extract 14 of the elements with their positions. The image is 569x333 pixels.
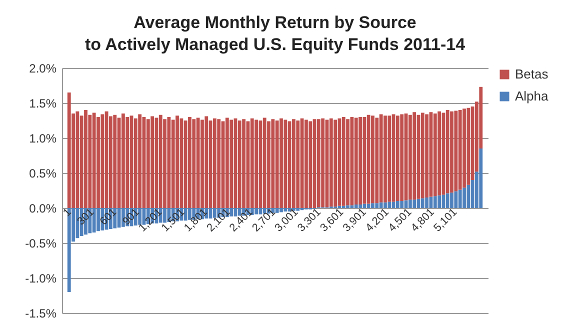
y-tick-label: -1.0% xyxy=(25,272,57,286)
legend-label: Alpha xyxy=(515,88,550,104)
y-tick-label: -0.5% xyxy=(25,236,57,250)
x-tick-label: 1 xyxy=(61,206,74,220)
legend-label: Betas xyxy=(515,66,549,82)
y-tick-label: 1.5% xyxy=(29,96,57,110)
y-tick-label: 1.0% xyxy=(29,132,57,146)
y-tick-label: -1.5% xyxy=(25,306,57,320)
y-tick-label: 2.0% xyxy=(29,62,57,76)
y-tick-label: 0.5% xyxy=(29,166,57,180)
x-tick-label: 601 xyxy=(98,206,120,228)
chart-title: Average Monthly Return by Source to Actively Managed U.S. Equity Funds 2011-14 xyxy=(84,13,466,54)
y-tick-label: 0.0% xyxy=(29,202,57,216)
x-tick-label: 301 xyxy=(75,206,97,228)
